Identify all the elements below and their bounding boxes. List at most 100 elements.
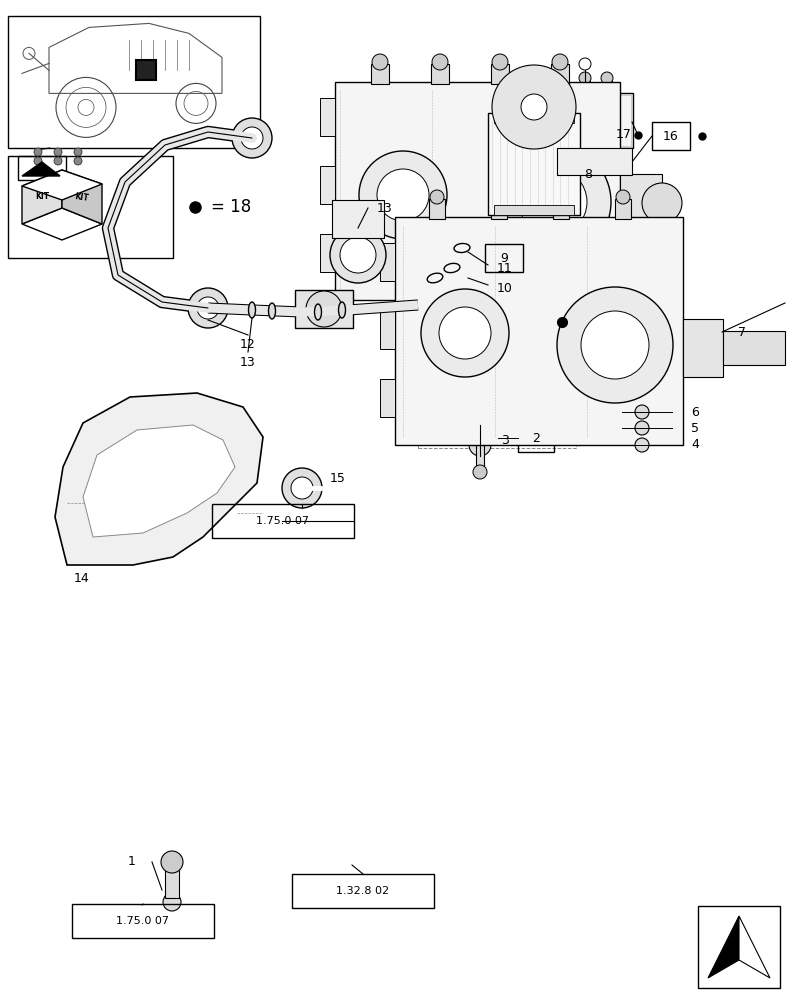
Text: 1.75.0 07: 1.75.0 07 (256, 516, 309, 526)
Circle shape (616, 190, 629, 204)
Bar (601, 80, 611, 95)
Bar (320, 234, 335, 272)
Bar (557, 80, 568, 95)
Text: = 18: = 18 (211, 198, 251, 216)
Bar (722, 331, 784, 365)
Bar (135, 60, 156, 80)
Bar (484, 244, 522, 272)
Text: 9: 9 (500, 251, 508, 264)
Bar (380, 379, 394, 417)
Polygon shape (738, 916, 769, 978)
Text: 1: 1 (128, 855, 135, 868)
Polygon shape (556, 148, 631, 175)
Text: 13: 13 (376, 202, 393, 215)
Circle shape (521, 94, 547, 120)
Circle shape (578, 58, 590, 70)
Circle shape (163, 893, 181, 911)
Bar (614, 199, 630, 219)
Bar (554, 93, 633, 148)
Bar (212, 504, 354, 538)
Bar (517, 102, 557, 140)
Circle shape (491, 190, 505, 204)
Text: 4: 4 (690, 438, 698, 452)
Circle shape (74, 157, 82, 165)
Circle shape (34, 157, 42, 165)
Ellipse shape (338, 302, 345, 318)
Bar (620, 174, 661, 232)
Circle shape (34, 148, 42, 156)
Bar (431, 64, 448, 84)
Bar (493, 205, 573, 215)
Bar (487, 113, 579, 215)
Text: 6: 6 (690, 406, 698, 418)
Bar (335, 82, 620, 300)
Polygon shape (83, 425, 234, 537)
Circle shape (491, 65, 575, 149)
Circle shape (541, 114, 557, 130)
Bar (371, 64, 388, 84)
Circle shape (562, 157, 573, 167)
Bar (428, 199, 444, 219)
Text: KIT: KIT (35, 192, 49, 201)
Bar (320, 166, 335, 204)
Circle shape (581, 311, 648, 379)
Circle shape (642, 183, 681, 223)
Bar (491, 199, 506, 219)
Circle shape (491, 54, 508, 70)
Text: 16: 16 (663, 129, 678, 142)
Circle shape (241, 127, 263, 149)
Circle shape (161, 851, 182, 873)
Bar (682, 319, 722, 377)
Circle shape (634, 405, 648, 419)
Text: 1.32.8 02: 1.32.8 02 (336, 886, 389, 896)
Circle shape (340, 237, 375, 273)
Circle shape (358, 151, 446, 239)
Text: KIT: KIT (75, 193, 89, 203)
Circle shape (329, 227, 385, 283)
Bar (332, 200, 384, 238)
Circle shape (281, 468, 322, 508)
Circle shape (495, 144, 610, 260)
Bar (72, 904, 214, 938)
Circle shape (74, 148, 82, 156)
Ellipse shape (314, 304, 321, 320)
Circle shape (54, 148, 62, 156)
Bar (697, 906, 779, 988)
Text: 3: 3 (500, 434, 508, 446)
Circle shape (439, 307, 491, 359)
Circle shape (578, 72, 590, 84)
Circle shape (306, 291, 341, 327)
Bar (475, 445, 483, 468)
Polygon shape (22, 170, 102, 200)
Circle shape (54, 157, 62, 165)
Bar (551, 64, 569, 84)
Circle shape (517, 111, 539, 133)
Circle shape (371, 54, 388, 70)
Bar (320, 98, 335, 136)
Circle shape (376, 169, 428, 221)
Circle shape (518, 168, 586, 236)
Text: 8: 8 (583, 168, 591, 182)
Bar (579, 80, 590, 95)
Circle shape (614, 157, 624, 167)
Circle shape (600, 72, 612, 84)
Polygon shape (22, 170, 62, 224)
Ellipse shape (268, 303, 275, 319)
Circle shape (232, 118, 272, 158)
Circle shape (188, 288, 228, 328)
Bar (165, 863, 178, 898)
Bar (493, 113, 573, 123)
Circle shape (430, 190, 444, 204)
Text: 14: 14 (74, 571, 90, 584)
Polygon shape (62, 170, 102, 224)
Bar (651, 122, 689, 150)
Bar (8, 16, 260, 148)
Circle shape (197, 297, 219, 319)
Bar (418, 210, 575, 448)
Polygon shape (22, 208, 102, 240)
Bar (556, 95, 630, 146)
Text: 12: 12 (240, 338, 255, 352)
Circle shape (634, 421, 648, 435)
Text: 2: 2 (531, 432, 539, 444)
Text: 1.75.0 07: 1.75.0 07 (116, 916, 169, 926)
